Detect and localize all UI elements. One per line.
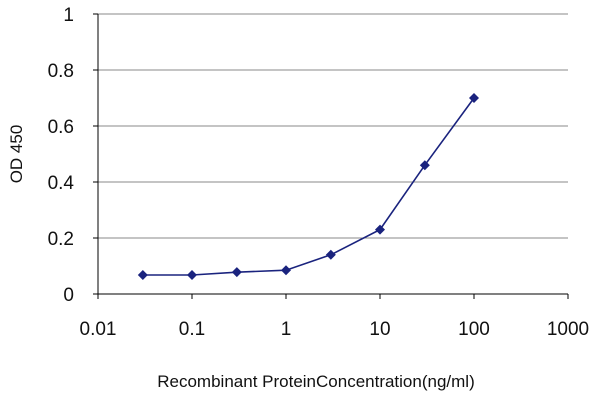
x-axis-title: Recombinant ProteinConcentration(ng/ml) xyxy=(157,372,475,391)
data-point xyxy=(375,224,385,235)
data-series xyxy=(137,93,479,280)
data-point xyxy=(419,160,430,171)
x-tick-label: 1 xyxy=(281,319,292,340)
y-axis-tick-labels: 0 0.2 0.4 0.6 0.8 1 xyxy=(48,5,75,306)
series-line xyxy=(142,97,475,276)
data-point xyxy=(325,249,336,260)
x-tick-label: 0.1 xyxy=(179,319,205,340)
data-point xyxy=(469,93,479,103)
y-tick-label: 0.6 xyxy=(48,117,74,138)
y-tick-label: 1 xyxy=(63,5,74,26)
x-tick-label: 100 xyxy=(458,319,490,340)
data-point xyxy=(137,269,148,280)
y-tick-label: 0.4 xyxy=(48,173,75,194)
y-tick-label: 0.8 xyxy=(48,61,74,82)
axes xyxy=(93,13,569,299)
x-tick-label: 0.01 xyxy=(80,319,117,340)
y-tick-label: 0 xyxy=(63,285,74,306)
data-point xyxy=(281,265,291,276)
x-tick-label: 1000 xyxy=(547,319,589,340)
x-tick-label: 10 xyxy=(369,319,390,340)
y-axis-title: OD 450 xyxy=(7,125,26,184)
y-tick-label: 0.2 xyxy=(48,229,74,250)
x-axis-tick-labels: 0.01 0.1 1 10 100 1000 xyxy=(80,319,590,340)
gridlines xyxy=(98,13,568,239)
data-point xyxy=(231,267,242,278)
data-point xyxy=(187,269,197,280)
